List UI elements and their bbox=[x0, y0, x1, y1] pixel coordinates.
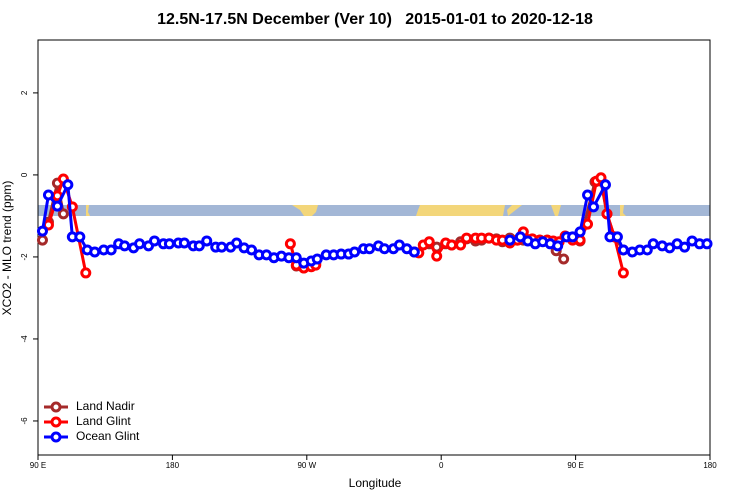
point bbox=[588, 201, 600, 213]
point bbox=[105, 244, 117, 256]
point bbox=[582, 189, 594, 201]
y-axis-label: XCO2 - MLO trend (ppm) bbox=[0, 181, 14, 316]
point bbox=[701, 238, 713, 250]
point bbox=[431, 250, 443, 262]
point bbox=[611, 231, 623, 243]
point bbox=[455, 239, 467, 251]
x-axis-label: Longitude bbox=[349, 476, 402, 490]
point bbox=[36, 234, 48, 246]
point bbox=[504, 234, 516, 246]
land-patch bbox=[551, 205, 561, 216]
land-patch bbox=[416, 205, 505, 216]
land-patch bbox=[86, 205, 90, 216]
point bbox=[89, 246, 101, 258]
land-patch bbox=[620, 205, 626, 216]
point bbox=[284, 238, 296, 250]
legend-marker bbox=[50, 431, 62, 443]
point bbox=[423, 236, 435, 248]
x-tick-label: 90 W bbox=[297, 461, 316, 470]
point bbox=[42, 189, 54, 201]
point bbox=[163, 238, 175, 250]
land-patch bbox=[507, 205, 522, 216]
point bbox=[134, 238, 146, 250]
point bbox=[378, 243, 390, 255]
point bbox=[193, 240, 205, 252]
land-mask-band bbox=[38, 205, 710, 216]
x-tick-label: 90 E bbox=[30, 461, 46, 470]
legend-marker bbox=[50, 416, 62, 428]
chart-title: 12.5N-17.5N December (Ver 10) 2015-01-01… bbox=[157, 11, 593, 28]
point bbox=[246, 244, 258, 256]
point bbox=[178, 237, 190, 249]
point bbox=[311, 253, 323, 265]
point bbox=[552, 240, 564, 252]
point bbox=[567, 231, 579, 243]
point bbox=[80, 267, 92, 279]
point bbox=[364, 243, 376, 255]
point bbox=[36, 225, 48, 237]
x-tick-label: 0 bbox=[439, 461, 444, 470]
point bbox=[617, 244, 629, 256]
point bbox=[446, 239, 458, 251]
point bbox=[582, 218, 594, 230]
point bbox=[558, 253, 570, 265]
point bbox=[617, 267, 629, 279]
point bbox=[201, 235, 213, 247]
point bbox=[408, 246, 420, 258]
point bbox=[641, 244, 653, 256]
point bbox=[647, 238, 659, 250]
point bbox=[62, 179, 74, 191]
x-tick-label: 90 E bbox=[567, 461, 583, 470]
point bbox=[461, 232, 473, 244]
point bbox=[148, 235, 160, 247]
point bbox=[290, 252, 302, 264]
legend-label: Land Nadir bbox=[76, 399, 135, 413]
x-tick-label: 180 bbox=[703, 461, 717, 470]
y-tick-label: 0 bbox=[20, 172, 29, 177]
ocean-band bbox=[38, 205, 710, 216]
series-line bbox=[41, 179, 708, 265]
legend-marker bbox=[50, 401, 62, 413]
point bbox=[349, 246, 361, 258]
y-tick-label: -6 bbox=[20, 417, 29, 425]
point bbox=[231, 237, 243, 249]
legend-label: Ocean Glint bbox=[76, 429, 140, 443]
y-tick-label: 2 bbox=[20, 90, 29, 95]
point bbox=[119, 240, 131, 252]
y-tick-label: -4 bbox=[20, 335, 29, 343]
point bbox=[74, 231, 86, 243]
y-tick-label: -2 bbox=[20, 253, 29, 261]
point bbox=[216, 241, 228, 253]
legend-label: Land Glint bbox=[76, 414, 131, 428]
x-tick-label: 180 bbox=[166, 461, 180, 470]
point bbox=[574, 226, 586, 238]
point bbox=[51, 200, 63, 212]
point bbox=[599, 179, 611, 191]
land-patch bbox=[292, 205, 318, 216]
point bbox=[679, 241, 691, 253]
point bbox=[57, 208, 69, 220]
